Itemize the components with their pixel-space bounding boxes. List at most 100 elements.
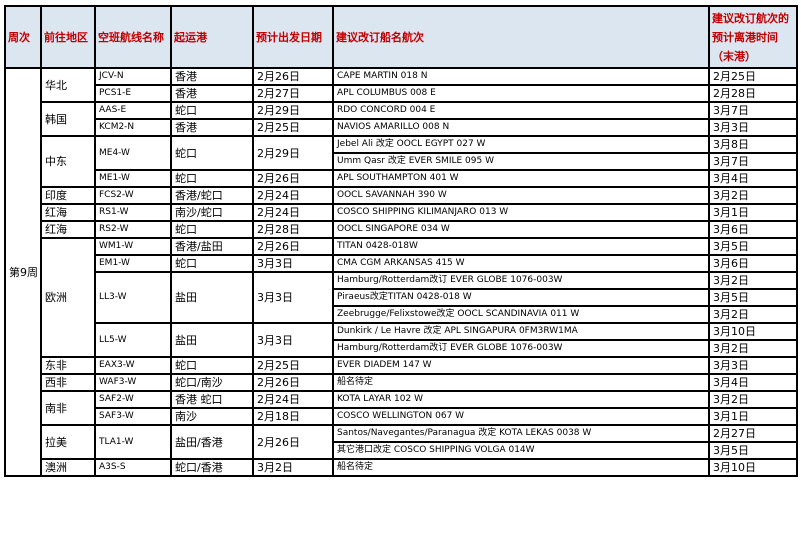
port-cell: 南沙 bbox=[170, 407, 254, 426]
header-vessel: 建议改订船名航次 bbox=[332, 5, 710, 69]
vessel-cell: RDO CONCORD 004 E bbox=[332, 101, 710, 120]
route-cell: WAF3-W bbox=[94, 373, 172, 392]
port-cell: 蛇口 bbox=[170, 169, 254, 188]
route-cell: ME1-W bbox=[94, 169, 172, 188]
port-cell: 香港/蛇口 bbox=[170, 186, 254, 205]
vessel-cell: Santos/Navegantes/Paranagua 改定 KOTA LEKA… bbox=[332, 424, 710, 443]
header-port: 起运港 bbox=[170, 5, 254, 69]
port-cell: 香港 bbox=[170, 118, 254, 137]
vessel-cell: NAVIOS AMARILLO 008 N bbox=[332, 118, 710, 137]
date-cell: 2月29日 bbox=[252, 101, 334, 120]
table-row: Zeebrugge/Felixstowe改定 OOCL SCANDINAVIA … bbox=[5, 305, 798, 324]
eta-cell: 2月27日 bbox=[708, 424, 798, 443]
route-cell: PCS1-E bbox=[94, 84, 172, 103]
eta-cell: 3月1日 bbox=[708, 203, 798, 222]
table-row: PCS1-E 香港 2月27日 APL COLUMBUS 008 E 2月28日 bbox=[5, 84, 798, 103]
region-cell: 中东 bbox=[40, 135, 96, 188]
eta-cell: 3月5日 bbox=[708, 237, 798, 256]
route-cell: AAS-E bbox=[94, 101, 172, 120]
table-row: 红海 RS2-W 蛇口 2月28日 OOCL SINGAPORE 034 W 3月6日 bbox=[5, 220, 798, 239]
eta-cell: 3月4日 bbox=[708, 169, 798, 188]
table-row: 红海 RS1-W 南沙/蛇口 2月24日 COSCO SHIPPING KILIMANJ… bbox=[5, 203, 798, 222]
region-cell: 红海 bbox=[40, 203, 96, 222]
port-cell: 香港 蛇口 bbox=[170, 390, 254, 409]
header-region: 前往地区 bbox=[40, 5, 96, 69]
table-row: 印度 FCS2-W 香港/蛇口 2月24日 OOCL SAVANNAH 390 W 3月2… bbox=[5, 186, 798, 205]
table-row: Umm Qasr 改定 EVER SMILE 095 W 3月7日 bbox=[5, 152, 798, 171]
route-cell: LL5-W bbox=[94, 322, 172, 358]
vessel-cell: 船名待定 bbox=[332, 373, 710, 392]
vessel-cell: 船名待定 bbox=[332, 458, 710, 477]
date-cell: 2月28日 bbox=[252, 220, 334, 239]
vessel-cell: CMA CGM ARKANSAS 415 W bbox=[332, 254, 710, 273]
eta-cell: 3月5日 bbox=[708, 441, 798, 460]
table-row: EM1-W 蛇口 3月3日 CMA CGM ARKANSAS 415 W 3月6日 bbox=[5, 254, 798, 273]
region-cell: 欧洲 bbox=[40, 237, 96, 358]
vessel-cell: Dunkirk / Le Havre 改定 APL SINGAPURA 0FM3… bbox=[332, 322, 710, 341]
eta-cell: 2月25日 bbox=[708, 67, 798, 86]
date-cell: 3月3日 bbox=[252, 322, 334, 358]
vessel-cell: Hamburg/Rotterdam改订 EVER GLOBE 1076-003W bbox=[332, 271, 710, 290]
port-cell: 香港/盐田 bbox=[170, 237, 254, 256]
schedule-table: 周次 前往地区 空班航线名称 起运港 预计出发日期 建议改订船名航次 建议改订航… bbox=[4, 5, 798, 477]
eta-cell: 3月6日 bbox=[708, 254, 798, 273]
route-cell: TLA1-W bbox=[94, 424, 172, 460]
eta-cell: 3月2日 bbox=[708, 305, 798, 324]
table-row: 中东 ME4-W 蛇口 2月29日 Jebel Ali 改定 OOCL EGYPT 02… bbox=[5, 135, 798, 188]
eta-cell: 3月10日 bbox=[708, 458, 798, 477]
route-cell: SAF3-W bbox=[94, 407, 172, 426]
vessel-cell: Piraeus改定TITAN 0428-018 W bbox=[332, 288, 710, 307]
vessel-cell: OOCL SINGAPORE 034 W bbox=[332, 220, 710, 239]
date-cell: 2月18日 bbox=[252, 407, 334, 426]
eta-cell: 3月3日 bbox=[708, 118, 798, 137]
date-cell: 2月24日 bbox=[252, 390, 334, 409]
port-cell: 香港 bbox=[170, 84, 254, 103]
route-cell: RS2-W bbox=[94, 220, 172, 239]
vessel-cell: Zeebrugge/Felixstowe改定 OOCL SCANDINAVIA … bbox=[332, 305, 710, 324]
date-cell: 2月24日 bbox=[252, 203, 334, 222]
vessel-cell: APL COLUMBUS 008 E bbox=[332, 84, 710, 103]
header-eta: 建议改订航次的预计离港时间（末港） bbox=[708, 5, 798, 69]
port-cell: 香港 bbox=[170, 67, 254, 86]
table-row: KCM2-N 香港 2月25日 NAVIOS AMARILLO 008 N 3月3日 bbox=[5, 118, 798, 137]
region-cell: 拉美 bbox=[40, 424, 96, 460]
vessel-cell: KOTA LAYAR 102 W bbox=[332, 390, 710, 409]
port-cell: 盐田 bbox=[170, 322, 254, 358]
date-cell: 3月3日 bbox=[252, 271, 334, 324]
vessel-cell: 其它港口改定 COSCO SHIPPING VOLGA 014W bbox=[332, 441, 710, 460]
route-cell: KCM2-N bbox=[94, 118, 172, 137]
region-cell: 印度 bbox=[40, 186, 96, 205]
eta-cell: 3月6日 bbox=[708, 220, 798, 239]
port-cell: 蛇口/南沙 bbox=[170, 373, 254, 392]
header-route: 空班航线名称 bbox=[94, 5, 172, 69]
region-cell: 南非 bbox=[40, 390, 96, 426]
table-row: LL5-W 盐田 3月3日 Dunkirk / Le Havre 改定 APL SIN… bbox=[5, 322, 798, 358]
date-cell: 2月25日 bbox=[252, 118, 334, 137]
route-cell: EAX3-W bbox=[94, 356, 172, 375]
table-row: ME1-W 蛇口 2月26日 APL SOUTHAMPTON 401 W 3月4日 bbox=[5, 169, 798, 188]
eta-cell: 3月7日 bbox=[708, 152, 798, 171]
vessel-cell: Hamburg/Rotterdam改订 EVER GLOBE 1076-003W bbox=[332, 339, 710, 358]
port-cell: 盐田 bbox=[170, 271, 254, 324]
vessel-cell: EVER DIADEM 147 W bbox=[332, 356, 710, 375]
route-cell: ME4-W bbox=[94, 135, 172, 171]
eta-cell: 2月28日 bbox=[708, 84, 798, 103]
port-cell: 蛇口 bbox=[170, 356, 254, 375]
port-cell: 蛇口 bbox=[170, 220, 254, 239]
eta-cell: 3月2日 bbox=[708, 271, 798, 290]
table-row: 南非 SAF2-W 香港 蛇口 2月24日 KOTA LAYAR 102 W 3月2日 bbox=[5, 390, 798, 426]
header-row: 周次 前往地区 空班航线名称 起运港 预计出发日期 建议改订船名航次 建议改订航… bbox=[4, 5, 798, 69]
table-row: SAF3-W 南沙 2月18日 COSCO WELLINGTON 067 W 3月1日 bbox=[5, 407, 798, 426]
header-week: 周次 bbox=[4, 5, 42, 69]
region-cell: 东非 bbox=[40, 356, 96, 375]
header-date: 预计出发日期 bbox=[252, 5, 334, 69]
route-cell: WM1-W bbox=[94, 237, 172, 256]
region-cell: 澳洲 bbox=[40, 458, 96, 477]
table-row: LL3-W 盐田 3月3日 Hamburg/Rotterdam改订 EVER GLOB… bbox=[5, 271, 798, 324]
eta-cell: 3月5日 bbox=[708, 288, 798, 307]
route-cell: SAF2-W bbox=[94, 390, 172, 409]
port-cell: 蛇口 bbox=[170, 254, 254, 273]
date-cell: 2月26日 bbox=[252, 424, 334, 460]
table-row: 西非 WAF3-W 蛇口/南沙 2月26日 船名待定 3月4日 bbox=[5, 373, 798, 392]
port-cell: 蛇口 bbox=[170, 135, 254, 171]
